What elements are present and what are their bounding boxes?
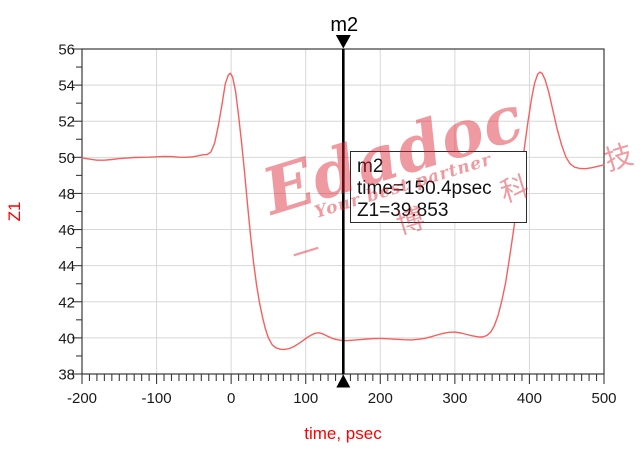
x-tick-label: -100 [142,390,172,407]
axis-ticks [72,48,605,384]
y-tick-label: 42 [58,294,75,311]
trace-z1 [81,71,605,351]
marker-readout-box[interactable]: m2 time=150.4psec Z1=39.853 [350,151,527,223]
y-tick-label: 50 [58,150,75,167]
marker-readout-value: Z1=39.853 [357,200,448,221]
marker-readout-name: m2 [357,156,383,177]
tick-labels: -200 -100 0 100 200 300 400 500 38 40 42 44 46 48 50 52… [58,42,616,408]
x-tick-label: 200 [368,390,393,407]
x-axis-title: time, psec [304,424,382,443]
y-axis-title: Z1 [5,202,24,222]
x-tick-label: 500 [591,390,616,407]
marker-m2-label: m2 [330,14,358,36]
marker-m2-bottom-arrow-icon[interactable] [336,374,351,388]
y-tick-label: 52 [58,114,75,131]
y-tick-label: 38 [58,367,75,384]
x-tick-label: -200 [67,390,97,407]
marker-m2-top-arrow-icon[interactable] [335,35,351,49]
y-tick-label: 48 [58,186,75,203]
y-tick-label: 44 [58,258,75,275]
marker-m2[interactable]: m2 [330,14,358,388]
y-tick-label: 54 [58,78,75,95]
y-tick-label: 46 [58,222,75,239]
y-tick-label: 40 [58,330,75,347]
x-tick-label: 100 [293,390,318,407]
x-tick-label: 0 [227,390,235,407]
y-tick-label: 56 [58,42,75,59]
x-tick-label: 400 [517,390,542,407]
marker-readout-time: time=150.4psec [357,178,492,199]
marker-readout-frame[interactable] [350,151,527,223]
x-tick-label: 300 [442,390,467,407]
